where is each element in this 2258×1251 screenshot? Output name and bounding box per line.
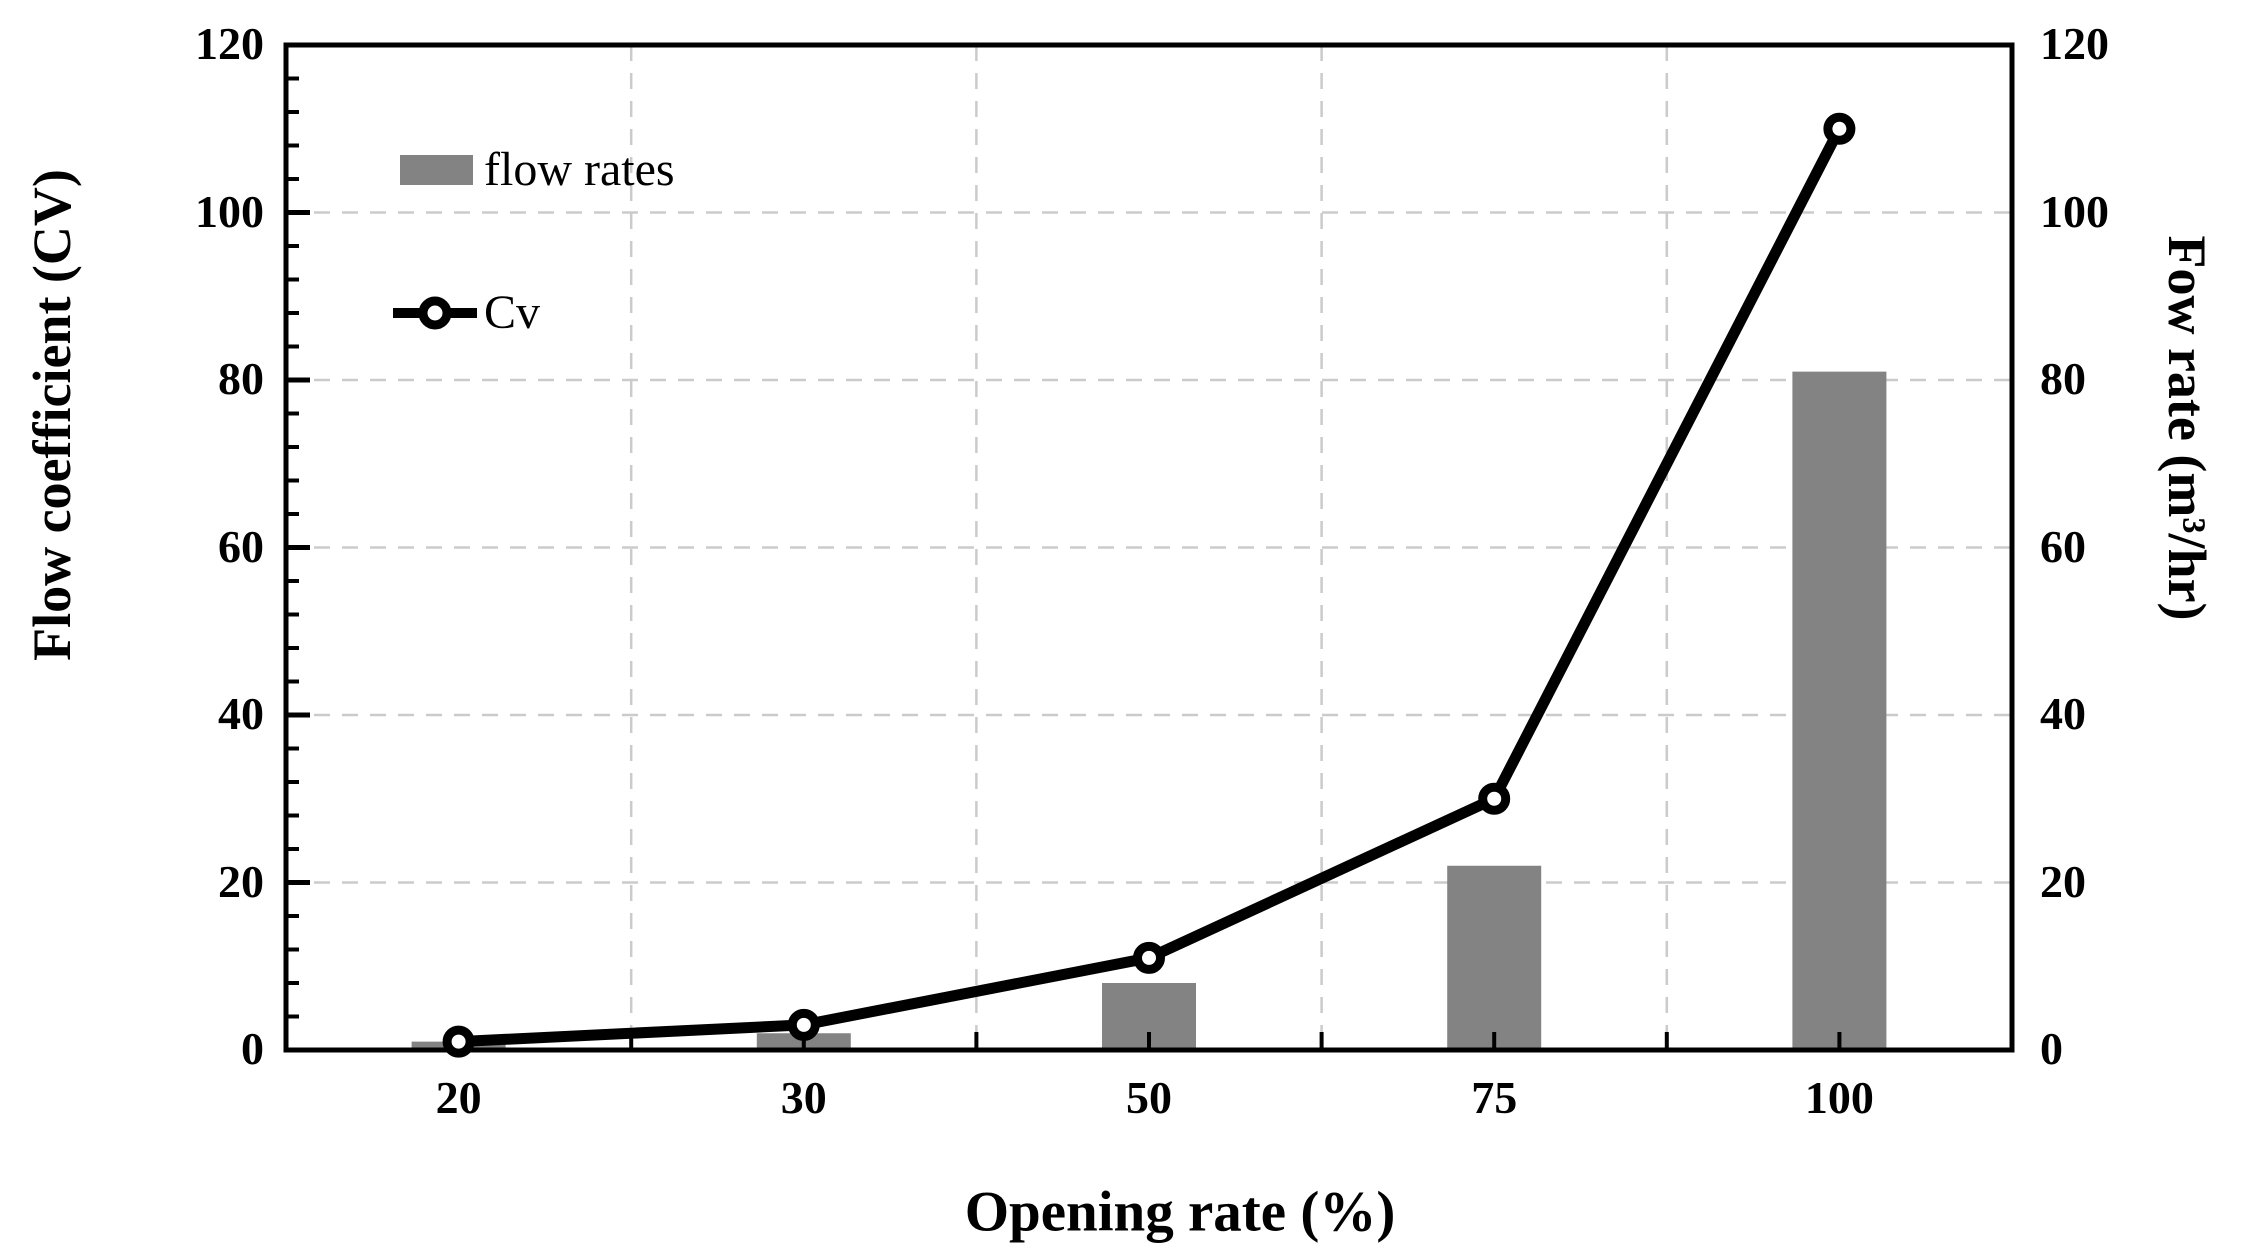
cv-marker — [1823, 112, 1856, 145]
x-axis-tick-label: 75 — [1471, 1072, 1518, 1123]
legend-circle-marker — [418, 296, 452, 330]
y-axis-right-tick-label: 0 — [2040, 1023, 2063, 1075]
cv-marker — [787, 1008, 820, 1041]
y-axis-left-tick-label: 40 — [218, 688, 264, 740]
legend-label-flow-rates: flow rates — [484, 143, 675, 197]
y-axis-left-tick-label: 60 — [218, 520, 264, 572]
legend-line-marker-icon — [393, 293, 477, 333]
y-axis-right-tick-label: 120 — [2040, 18, 2109, 70]
cv-marker — [1478, 782, 1511, 815]
y-axis-left-title: Flow coefficient (CV) — [22, 169, 82, 661]
y-axis-left-tick-label: 0 — [241, 1023, 264, 1075]
bar-flow-rate — [1447, 865, 1542, 1050]
legend-label-cv: Cv — [484, 286, 541, 340]
cv-marker — [1133, 941, 1165, 974]
bar-flow-rate — [1792, 371, 1887, 1050]
y-axis-left-tick-label: 100 — [195, 185, 264, 237]
y-axis-right-tick-label: 40 — [2040, 688, 2086, 740]
x-axis-title: Opening rate (%) — [964, 1180, 1396, 1244]
plot-border — [283, 42, 2015, 1053]
y-axis-right-title: Fow rate (m³/hr) — [2157, 235, 2217, 621]
legend-bar-swatch-icon — [400, 155, 473, 185]
y-axis-right-tick-label: 100 — [2040, 185, 2109, 237]
y-axis-right-tick-label: 20 — [2040, 855, 2086, 907]
x-axis-tick-label: 20 — [435, 1072, 482, 1123]
x-axis-tick-label: 50 — [1126, 1072, 1172, 1123]
cv-marker — [442, 1025, 475, 1058]
x-axis-tick-label: 30 — [780, 1072, 827, 1123]
y-axis-right-tick-label: 60 — [2040, 520, 2086, 572]
y-axis-right-tick-label: 80 — [2040, 353, 2086, 405]
y-axis-left-tick-label: 20 — [218, 855, 264, 907]
y-axis-left-tick-label: 120 — [195, 18, 264, 70]
cv-line — [453, 123, 1845, 1048]
y-axis-left-tick-label: 80 — [218, 353, 264, 405]
x-axis-tick-label: 100 — [1804, 1072, 1874, 1123]
